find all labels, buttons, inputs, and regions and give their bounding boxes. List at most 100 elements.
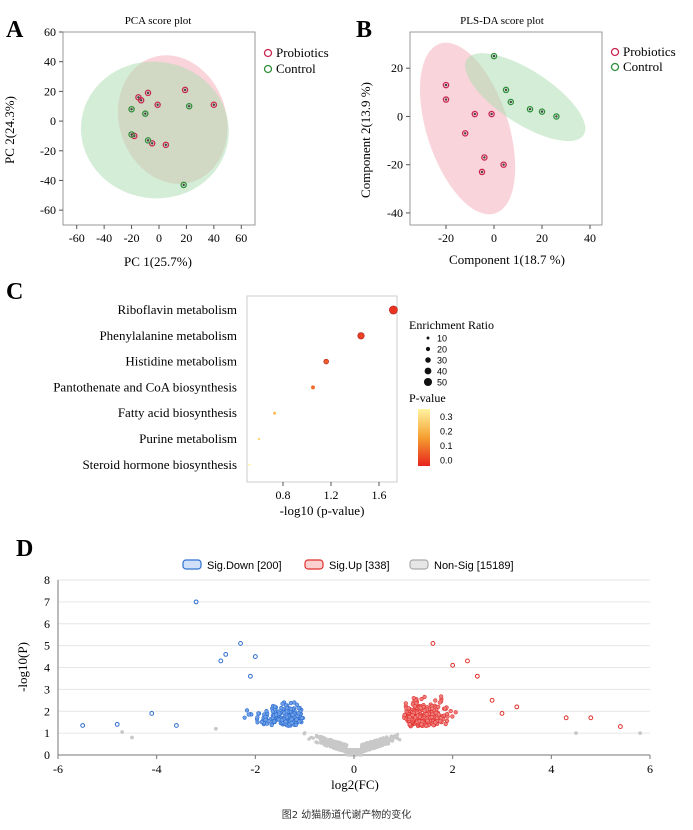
volcano-point-nonsig (334, 747, 339, 751)
plsda-y-tick-label: 20 (391, 61, 403, 75)
plsda-point-probiotics (488, 110, 495, 118)
volcano-point-down (282, 710, 287, 715)
volcano-y-tick-label: 1 (44, 726, 50, 740)
plsda-y-tick-label: 0 (397, 109, 403, 123)
plsda-point-control (526, 105, 534, 113)
plsda-point-probiotics (442, 81, 450, 89)
panel-label-d: D (16, 536, 33, 562)
volcano-point-up (422, 694, 427, 700)
volcano-point-down-outlier (174, 723, 179, 728)
volcano-point-nonsig (322, 742, 327, 747)
volcano-point-nonsig (374, 740, 378, 744)
volcano-point-up (417, 714, 423, 720)
plsda-legend: Probiotics Control (610, 44, 676, 74)
volcano-point-up (453, 710, 458, 715)
volcano-point-down-outlier (252, 654, 258, 659)
panel-label-b: B (356, 17, 372, 43)
plsda-point-control (538, 108, 546, 115)
volcano-point-down (279, 705, 284, 711)
volcano-point-down (242, 715, 247, 720)
volcano-point-down (264, 709, 269, 714)
pca-legend: Probiotics Control (263, 45, 329, 76)
volcano-point-down (272, 719, 277, 724)
volcano-x-tick-label: -4 (152, 762, 162, 776)
pca-point-core (156, 103, 159, 106)
plsda-point-core (444, 83, 448, 87)
pvalue-colorbar (418, 409, 430, 466)
plsda-point-probiotics (471, 110, 479, 118)
enrichment-color-legend-title: P-value (409, 391, 446, 405)
volcano-point-nonsig (337, 747, 342, 752)
volcano-point-down (284, 715, 290, 720)
pathway-label: Histidine metabolism (125, 354, 237, 369)
volcano-y-tick-label: 8 (44, 573, 50, 587)
volcano-point-up (437, 700, 442, 705)
pca-legend-probiotics: Probiotics (276, 45, 329, 60)
size-legend-label: 20 (437, 345, 447, 355)
volcano-point-up (439, 694, 444, 699)
figure-caption: 图2 幼猫肠道代谢产物的变化 (281, 810, 412, 821)
plsda-point-control (507, 98, 515, 106)
panel-label-a: A (6, 17, 24, 43)
pca-y-tick-label: 40 (44, 55, 56, 69)
volcano-point-up (438, 719, 443, 724)
volcano-x-tick-label: 6 (647, 762, 653, 776)
volcano-x-tick-label: -2 (250, 762, 260, 776)
volcano-point-nonsig-outlier (574, 731, 578, 736)
volcano-point-down (289, 720, 294, 726)
volcano-point-nonsig (378, 737, 382, 741)
volcano-point-nonsig-outlier (130, 735, 134, 740)
pca-point-core (146, 91, 150, 95)
volcano-point-up-outlier (465, 658, 470, 664)
volcano-x-axis-label: log2(FC) (331, 777, 379, 792)
volcano-point-down (279, 717, 284, 723)
volcano-y-tick-label: 5 (44, 639, 50, 653)
volcano-point-down (289, 717, 294, 722)
pca-point-core (150, 142, 154, 145)
volcano-point-nonsig (365, 746, 369, 750)
volcano-y-tick-label: 2 (44, 704, 50, 718)
enrichment-point (311, 385, 315, 390)
volcano-point-up (436, 704, 441, 710)
plsda-y-axis-label: Component 2(13.9 %) (358, 82, 373, 198)
pathway-label: Steroid hormone biosynthesis (82, 457, 237, 472)
plsda-point-control (502, 86, 510, 94)
volcano-legend-label-down: Sig.Down [200] (207, 560, 282, 572)
volcano-point-nonsig (377, 744, 382, 749)
volcano-point-up (418, 705, 423, 711)
pca-y-tick-label: -60 (40, 203, 56, 217)
volcano-point-up (412, 704, 417, 709)
volcano-point-down (290, 712, 295, 717)
enrichment-x-tick-label: 1.2 (324, 488, 339, 502)
pca-x-tick-label: -20 (124, 231, 140, 245)
size-legend-dot (425, 357, 431, 363)
volcano-point-nonsig-outlier (120, 730, 125, 734)
plsda-score-plot: PLS-DA score plot -20 0 20 40 -40 -20 0 20 Comp… (358, 15, 676, 267)
volcano-point-up (419, 722, 424, 727)
pca-y-axis-label: PC 2(24.3%) (2, 96, 17, 164)
volcano-point-nonsig (336, 741, 341, 745)
plsda-point-core (509, 100, 512, 104)
plsda-point-core (480, 170, 484, 174)
volcano-point-up-outlier (618, 724, 623, 729)
plsda-point-control (553, 113, 560, 120)
pca-point-control (142, 110, 149, 117)
plsda-x-tick-label: 40 (584, 231, 596, 245)
pca-point-core (182, 183, 185, 187)
volcano-point-up (406, 706, 411, 711)
volcano-point-nonsig (314, 734, 319, 739)
volcano-point-down-outlier (238, 641, 243, 646)
plsda-x-axis-label: Component 1(18.7 %) (449, 252, 565, 267)
enrichment-point (273, 411, 277, 415)
volcano-point-nonsig (329, 739, 333, 743)
plsda-y-tick-label: -20 (387, 158, 403, 172)
volcano-point-down-outlier (80, 723, 86, 728)
volcano-x-tick-label: 2 (450, 762, 456, 776)
volcano-point-nonsig (309, 735, 313, 740)
plsda-point-core (473, 112, 476, 116)
volcano-point-down (288, 700, 293, 706)
volcano-point-nonsig (379, 741, 383, 745)
volcano-point-up (443, 721, 448, 727)
pca-point-control (128, 131, 135, 138)
volcano-point-nonsig (360, 743, 364, 747)
